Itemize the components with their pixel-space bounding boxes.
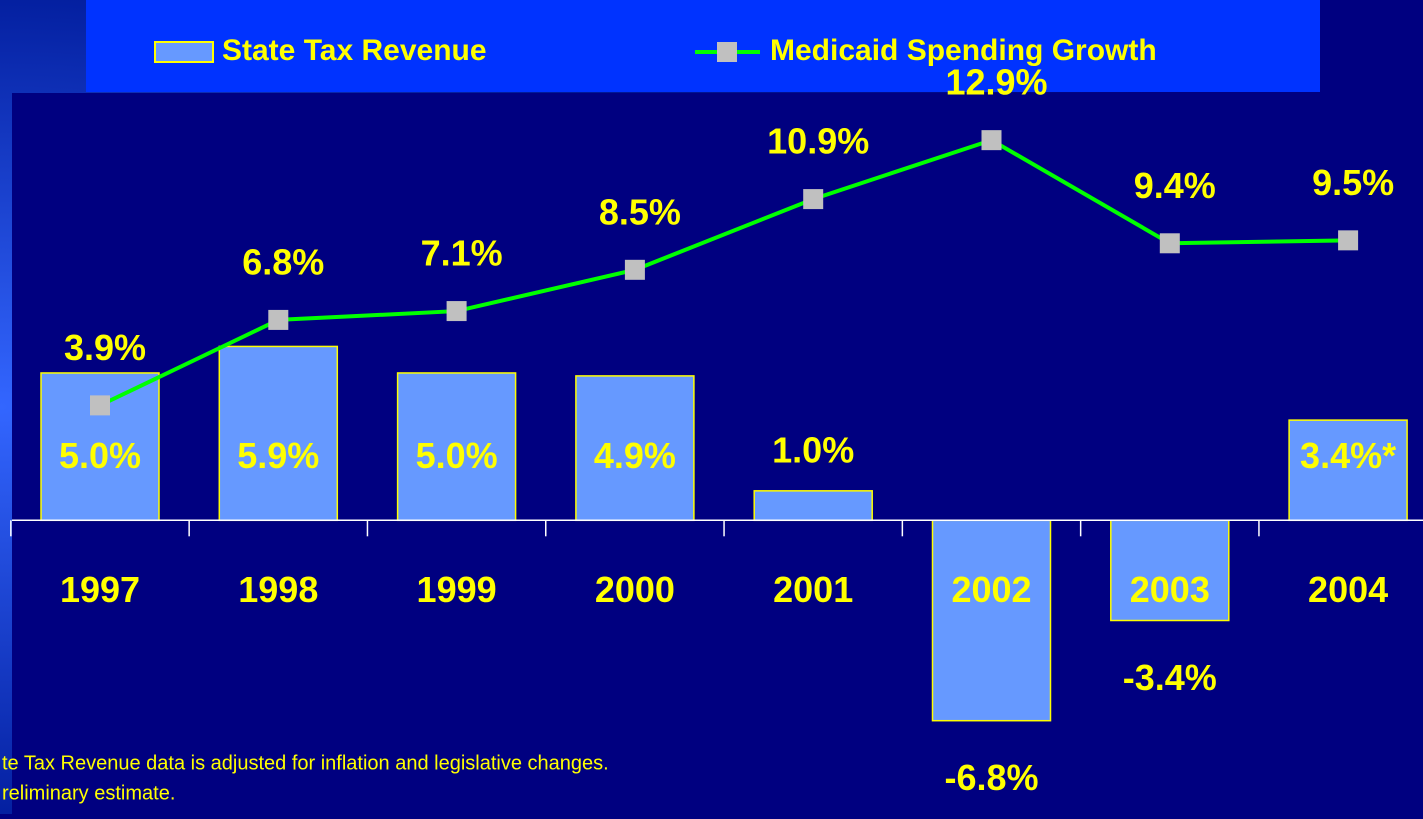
line-value-label: 9.4% [1134, 165, 1216, 206]
line-value-label: 9.5% [1312, 162, 1394, 203]
x-tick-label: 2003 [1130, 569, 1210, 610]
line [99, 137, 1349, 408]
bar-value-label: 5.9% [237, 435, 319, 476]
line-marker [624, 259, 645, 280]
line-value-label: 3.9% [64, 327, 146, 368]
x-tick-label: 1998 [238, 569, 318, 610]
bar-value-label: 5.0% [416, 435, 498, 476]
line-value-label: 12.9% [945, 62, 1047, 103]
bar-value-label: -3.4% [1123, 657, 1217, 698]
x-tick-label: 1999 [417, 569, 497, 610]
bar [575, 375, 695, 522]
bar-value-label: 1.0% [772, 429, 854, 470]
legend-marker [717, 42, 737, 62]
legend-box [86, 0, 1320, 92]
bar [218, 345, 339, 522]
bar-value-label: 4.9% [594, 435, 676, 476]
line-value-label: 7.1% [421, 233, 503, 274]
x-tick-label: 2004 [1308, 569, 1388, 610]
line-marker [1338, 230, 1359, 251]
legend-swatch [154, 41, 214, 63]
x-tick-label: 2001 [773, 569, 853, 610]
bar [1288, 419, 1408, 522]
x-tick-label: 1997 [60, 569, 140, 610]
x-tick-label: 2000 [595, 569, 675, 610]
bar [753, 490, 873, 522]
line-marker [1159, 233, 1180, 254]
footnote: te Tax Revenue data is adjusted for infl… [2, 752, 609, 774]
bar [396, 372, 517, 522]
legend-label: State Tax Revenue [222, 34, 487, 67]
legend-label: Medicaid Spending Growth [770, 34, 1157, 67]
bar-value-label: -6.8% [944, 757, 1038, 798]
x-tick-label: 2002 [951, 569, 1031, 610]
bar [1110, 519, 1230, 622]
line-marker [981, 130, 1002, 151]
line-marker [268, 309, 289, 330]
line-value-label: 10.9% [767, 121, 869, 162]
line-marker [446, 301, 467, 322]
line-value-label: 6.8% [242, 241, 324, 282]
bar-value-label: 5.0% [59, 435, 141, 476]
bar [931, 519, 1052, 722]
line-marker [803, 189, 824, 210]
bar-value-label: 3.4%* [1300, 435, 1396, 476]
line-value-label: 8.5% [599, 191, 681, 232]
line-marker [90, 395, 110, 416]
footnote: reliminary estimate. [2, 782, 175, 804]
